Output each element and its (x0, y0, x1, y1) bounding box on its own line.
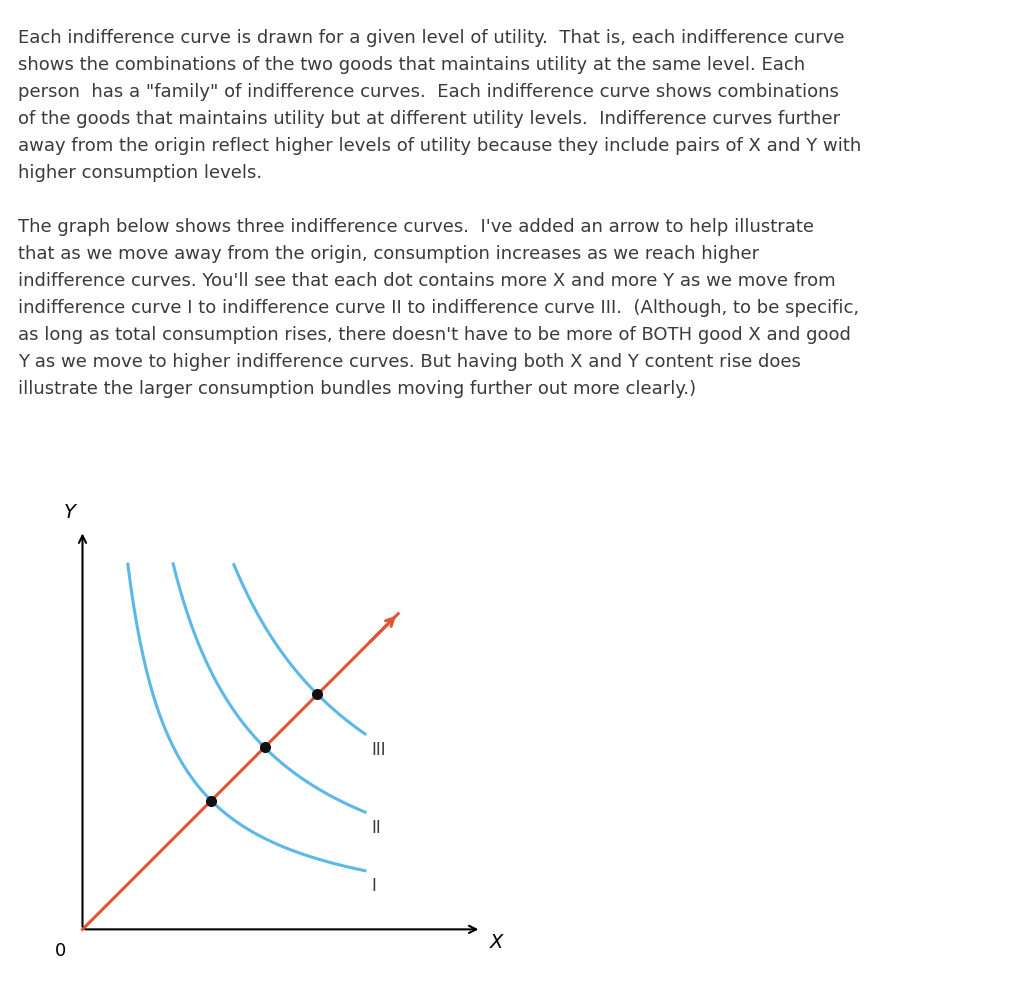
Text: III: III (372, 741, 386, 759)
Text: X: X (489, 933, 503, 952)
Text: indifference curve I to indifference curve II to indifference curve III.  (Altho: indifference curve I to indifference cur… (18, 299, 859, 317)
Text: The graph below shows three indifference curves.  I've added an arrow to help il: The graph below shows three indifference… (18, 218, 814, 236)
Text: 0: 0 (55, 942, 67, 960)
Text: Y: Y (63, 504, 75, 523)
Text: Each indifference curve is drawn for a given level of utility.  That is, each in: Each indifference curve is drawn for a g… (18, 29, 845, 47)
Text: person  has a "family" of indifference curves.  Each indifference curve shows co: person has a "family" of indifference cu… (18, 83, 839, 101)
Text: I: I (372, 877, 377, 895)
Text: indifference curves. You'll see that each dot contains more X and more Y as we m: indifference curves. You'll see that eac… (18, 272, 836, 290)
Text: illustrate the larger consumption bundles moving further out more clearly.): illustrate the larger consumption bundle… (18, 380, 696, 398)
Text: that as we move away from the origin, consumption increases as we reach higher: that as we move away from the origin, co… (18, 245, 759, 263)
Text: away from the origin reflect higher levels of utility because they include pairs: away from the origin reflect higher leve… (18, 137, 861, 155)
Text: Y as we move to higher indifference curves. But having both X and Y content rise: Y as we move to higher indifference curv… (18, 353, 801, 371)
Text: as long as total consumption rises, there doesn't have to be more of BOTH good X: as long as total consumption rises, ther… (18, 326, 851, 344)
Text: higher consumption levels.: higher consumption levels. (18, 164, 262, 182)
Text: II: II (372, 819, 381, 837)
Text: shows the combinations of the two goods that maintains utility at the same level: shows the combinations of the two goods … (18, 56, 805, 74)
Text: of the goods that maintains utility but at different utility levels.  Indifferen: of the goods that maintains utility but … (18, 110, 840, 128)
